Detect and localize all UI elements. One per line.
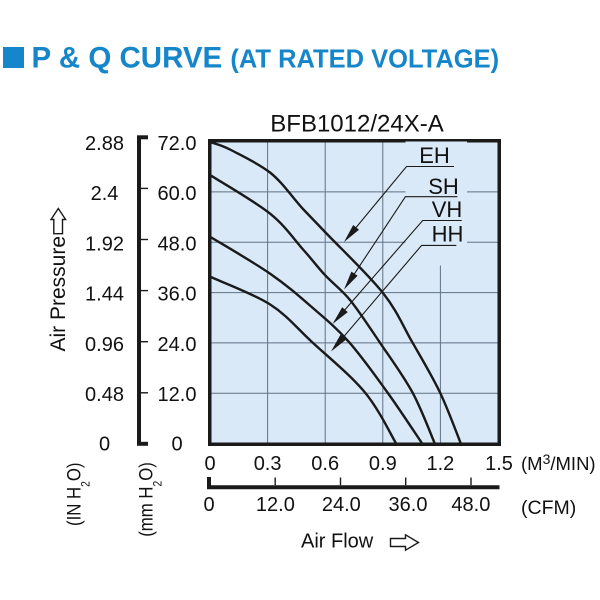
svg-text:72.0: 72.0 [158, 133, 197, 155]
svg-text:1.92: 1.92 [85, 233, 124, 255]
svg-text:36.0: 36.0 [158, 284, 197, 306]
svg-text:60.0: 60.0 [158, 183, 197, 205]
svg-text:24.0: 24.0 [158, 334, 197, 356]
svg-text:12.0: 12.0 [256, 494, 295, 516]
svg-text:36.0: 36.0 [389, 494, 428, 516]
svg-text:P & Q CURVE (AT RATED VOLTAGE): P & Q CURVE (AT RATED VOLTAGE) [32, 42, 500, 75]
svg-text:2.88: 2.88 [85, 133, 124, 155]
svg-text:(CFM): (CFM) [521, 497, 576, 519]
svg-text:0.9: 0.9 [369, 453, 397, 475]
svg-text:1.5: 1.5 [485, 453, 513, 475]
svg-text:Air Pressure: Air Pressure [47, 236, 70, 352]
svg-text:(IN H2O): (IN H2O) [64, 463, 93, 526]
svg-text:0: 0 [203, 494, 214, 516]
svg-text:0: 0 [204, 453, 215, 475]
svg-text:0.96: 0.96 [85, 334, 124, 356]
svg-text:Air Flow: Air Flow [301, 531, 374, 553]
svg-text:48.0: 48.0 [158, 233, 197, 255]
svg-text:SH: SH [428, 174, 459, 199]
svg-text:0: 0 [171, 433, 182, 455]
svg-text:48.0: 48.0 [451, 494, 490, 516]
svg-text:1.2: 1.2 [426, 453, 454, 475]
svg-text:HH: HH [432, 222, 464, 247]
svg-text:0: 0 [99, 433, 110, 455]
svg-text:EH: EH [419, 143, 450, 168]
svg-text:0.3: 0.3 [254, 453, 282, 475]
svg-text:VH: VH [432, 197, 463, 222]
svg-text:2.4: 2.4 [91, 183, 119, 205]
svg-text:12.0: 12.0 [158, 384, 197, 406]
svg-text:24.0: 24.0 [322, 494, 361, 516]
svg-text:(M3/MIN): (M3/MIN) [521, 451, 596, 474]
svg-text:1.44: 1.44 [85, 284, 124, 306]
svg-text:0.48: 0.48 [85, 384, 124, 406]
svg-text:(mm H2O): (mm H2O) [135, 462, 164, 537]
svg-text:0.6: 0.6 [311, 453, 339, 475]
svg-text:BFB1012/24X-A: BFB1012/24X-A [270, 111, 443, 138]
